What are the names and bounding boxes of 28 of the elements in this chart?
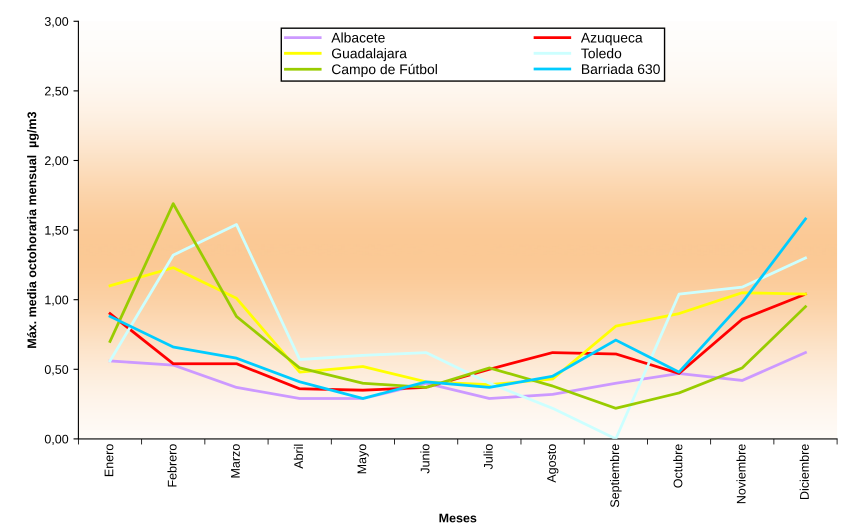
x-tick-label: Agosto bbox=[547, 444, 558, 483]
legend-label: Toledo bbox=[581, 48, 622, 58]
legend-label: Barriada 630 bbox=[582, 64, 660, 74]
x-tick-label: Abril bbox=[294, 444, 304, 469]
y-tick-label: 1,00 bbox=[45, 295, 68, 306]
x-tick-label: Julio bbox=[484, 444, 493, 470]
x-tick-label: Febrero bbox=[167, 444, 177, 486]
x-tick-label: Diciembre bbox=[800, 444, 809, 499]
legend-label: Azuqueca bbox=[580, 32, 643, 46]
legend-label: Campo de Fútbol bbox=[332, 64, 437, 77]
legend-label: Albacete bbox=[331, 32, 385, 43]
y-tick-label: 0,50 bbox=[44, 365, 68, 376]
y-tick-label: 1,50 bbox=[45, 226, 68, 236]
x-tick-label: Enero bbox=[104, 444, 114, 476]
y-tick-label: 2,50 bbox=[44, 86, 68, 98]
line-series bbox=[108, 223, 807, 439]
y-tick-label: 3,00 bbox=[44, 17, 68, 28]
x-tick-label: Septiembre bbox=[610, 444, 622, 508]
x-tick-label: Marzo bbox=[231, 444, 240, 478]
x-tick-label: Noviembre bbox=[736, 444, 746, 504]
y-axis-title: Máx. media octohoraria mensual µg/m3 bbox=[26, 112, 39, 348]
y-tick-label: 2,00 bbox=[44, 156, 68, 167]
legend-label: Guadalajara bbox=[332, 48, 407, 62]
x-tick-label: Octubre bbox=[673, 444, 682, 488]
x-axis-title: Meses bbox=[439, 514, 476, 522]
y-tick-label: 0,00 bbox=[44, 434, 68, 446]
x-tick-label: Junio bbox=[420, 444, 430, 474]
x-tick-label: Mayo bbox=[358, 444, 369, 474]
